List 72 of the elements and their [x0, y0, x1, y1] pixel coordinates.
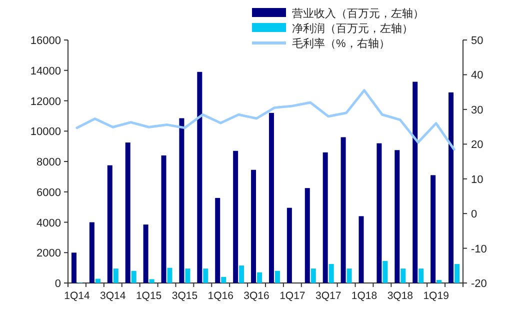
bar: [412, 82, 418, 283]
bar: [71, 252, 76, 283]
bar: [346, 268, 352, 283]
bar: [310, 268, 316, 283]
bar: [430, 175, 436, 283]
bar: [358, 216, 364, 283]
bar: [113, 268, 118, 283]
y-tick-label: 0: [54, 278, 61, 290]
bar: [400, 268, 406, 283]
x-tick-label: 1Q17: [280, 290, 306, 302]
y2-tick-label: 50: [471, 35, 484, 47]
legend-label: 净利润（百万元，左轴）: [292, 22, 413, 35]
bar: [203, 268, 208, 283]
bar: [167, 268, 172, 283]
bar: [233, 150, 238, 283]
bar: [376, 143, 382, 283]
bar: [340, 137, 346, 283]
bar: [179, 118, 184, 283]
y-tick-label: 12000: [30, 96, 61, 108]
bar: [125, 142, 130, 283]
y-tick-label: 10000: [30, 126, 61, 138]
bar: [257, 272, 262, 283]
legend-label: 营业收入（百万元，左轴）: [292, 7, 424, 20]
bar: [161, 155, 166, 283]
bar: [418, 268, 424, 283]
bar: [107, 165, 112, 283]
bar: [239, 266, 244, 283]
bar: [215, 198, 220, 283]
bar: [322, 152, 328, 283]
y-tick-label: 6000: [36, 186, 61, 199]
bar: [89, 222, 94, 283]
x-tick-label: 1Q15: [136, 290, 162, 302]
bar: [448, 92, 454, 283]
bar: [382, 260, 388, 283]
x-tick-label: 3Q17: [315, 290, 342, 302]
bar: [454, 264, 460, 283]
y-tick-label: 8000: [36, 156, 61, 168]
y2-tick-label: 20: [471, 139, 484, 152]
x-tick-label: 3Q14: [100, 290, 126, 302]
bar: [185, 268, 190, 283]
x-tick-label: 1Q16: [208, 290, 234, 302]
bar: [304, 188, 310, 283]
y-tick-label: 4000: [36, 217, 61, 230]
y2-tick-label: -20: [471, 278, 487, 290]
y-tick-label: 14000: [30, 65, 61, 78]
y2-tick-label: 40: [471, 70, 484, 82]
bar: [143, 224, 148, 283]
bar: [394, 150, 400, 283]
x-tick-label: 3Q16: [244, 290, 270, 302]
bar: [268, 112, 274, 283]
bar: [149, 279, 154, 283]
y2-tick-label: 30: [471, 104, 484, 116]
x-tick-label: 3Q18: [387, 290, 414, 302]
bar: [95, 278, 100, 283]
bar: [274, 270, 280, 283]
x-tick-label: 1Q19: [423, 290, 450, 302]
y2-tick-label: 0: [471, 208, 478, 221]
x-tick-label: 1Q14: [64, 290, 90, 302]
legend-label: 毛利率（%，右轴）: [292, 37, 390, 50]
y-tick-label: 2000: [36, 248, 61, 260]
bar: [221, 276, 226, 283]
bar: [197, 72, 202, 283]
y-tick-label: 16000: [30, 35, 61, 47]
x-tick-label: 1Q18: [351, 290, 378, 302]
bar: [328, 264, 334, 283]
bar: [131, 270, 136, 283]
bar: [436, 280, 442, 283]
bar: [286, 208, 292, 283]
y2-tick-label: 10: [471, 174, 484, 186]
x-tick-label: 3Q15: [172, 290, 198, 302]
y2-tick-label: -10: [471, 243, 487, 256]
bar: [251, 170, 256, 283]
